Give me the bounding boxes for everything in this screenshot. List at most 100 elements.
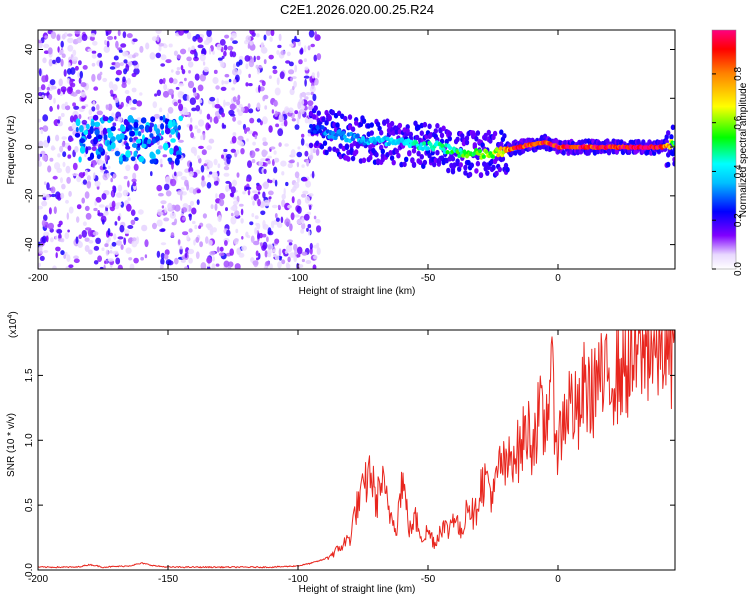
- spectrogram-speck: [315, 148, 320, 156]
- spectrogram-speck: [74, 65, 79, 71]
- spectrogram-speck: [297, 146, 301, 150]
- spectrogram-speck: [58, 78, 63, 87]
- spectrogram-speck: [163, 217, 170, 222]
- spectrogram-speck: [263, 266, 269, 269]
- spectrogram-x-axis: -200 -150 -100 -50 0: [28, 30, 561, 284]
- spectrogram-speck: [237, 69, 242, 75]
- spectrogram-speck: [256, 102, 261, 111]
- spectrogram-speck: [248, 108, 254, 114]
- spectrogram-speck: [164, 127, 171, 135]
- spectrogram-speck: [148, 122, 155, 128]
- spectrogram-halo: [455, 136, 460, 143]
- spectrogram-speck: [97, 255, 102, 262]
- spectrogram-speck: [92, 40, 98, 46]
- spectrogram-speck: [240, 148, 245, 155]
- spectrogram-speck: [301, 217, 305, 225]
- spectrogram-halo: [672, 156, 675, 163]
- spectrogram-speck: [55, 246, 61, 252]
- spectrogram-speck: [175, 86, 180, 90]
- spectrogram-speck: [306, 227, 309, 232]
- spectrogram-speck: [258, 84, 261, 93]
- spectrogram-speck: [84, 191, 90, 199]
- spectrogram-speck: [60, 250, 65, 256]
- spectrogram-speck: [89, 126, 94, 134]
- spectrogram-speck: [117, 236, 124, 240]
- spectrogram-speck: [230, 212, 234, 217]
- spectrogram-speck: [239, 141, 245, 147]
- spectrogram-speck: [126, 77, 131, 85]
- spectrogram-speck: [39, 255, 45, 261]
- spectrogram-speck: [85, 212, 92, 220]
- spectrogram-speck: [105, 104, 109, 110]
- spectrogram-peak: [457, 153, 462, 159]
- spectrogram-speck: [303, 58, 307, 63]
- spectrogram-speck: [269, 146, 276, 150]
- spectrogram-speck: [80, 82, 87, 88]
- spectrogram-speck: [272, 65, 277, 70]
- spectrogram-speck: [213, 158, 218, 166]
- spectrogram-speck: [303, 213, 310, 221]
- spectrogram-y-label: Frequency (Hz): [6, 116, 17, 185]
- spectrogram-speck: [130, 219, 136, 225]
- spectrogram-speck: [178, 83, 185, 87]
- spectrogram-speck: [187, 80, 195, 89]
- spectrogram-halo: [330, 109, 335, 116]
- spectrogram-speck: [278, 114, 285, 123]
- spectrogram-speck: [202, 213, 207, 219]
- spectrogram-speck: [206, 256, 213, 264]
- spectrogram-halo: [418, 159, 423, 166]
- spectrogram-speck: [301, 133, 305, 138]
- spectrogram-speck: [255, 64, 259, 69]
- spectrogram-speck: [87, 228, 93, 237]
- spectrogram-halo: [435, 149, 440, 156]
- spectrogram-speck: [162, 142, 169, 151]
- spectrogram-speck: [294, 171, 300, 179]
- spectrogram-x-tick-label: -150: [158, 273, 178, 284]
- spectrogram-halo: [350, 155, 356, 162]
- spectrogram-halo: [475, 130, 481, 136]
- spectrogram-speck: [109, 244, 113, 250]
- spectrogram-speck: [125, 247, 132, 254]
- spectrogram-speck: [198, 225, 202, 230]
- spectrogram-speck: [155, 30, 162, 34]
- spectrogram-speck: [212, 256, 215, 262]
- spectrogram-speck: [247, 160, 252, 169]
- spectrogram-speck: [101, 219, 105, 225]
- spectrogram-speck: [57, 153, 61, 158]
- spectrogram-speck: [96, 154, 101, 160]
- spectrogram-speck: [118, 156, 123, 162]
- spectrogram-speck: [172, 119, 176, 127]
- spectrogram-speck: [98, 159, 103, 165]
- spectrogram-speck: [275, 123, 280, 128]
- spectrogram-speck: [103, 45, 111, 53]
- spectrogram-speck: [245, 186, 252, 190]
- spectrogram-speck: [38, 44, 43, 49]
- spectrogram-speck: [66, 176, 71, 184]
- spectrogram-speck: [215, 193, 218, 199]
- spectrogram-speck: [132, 172, 137, 180]
- spectrogram-speck: [296, 176, 300, 183]
- spectrogram-speck: [112, 173, 117, 179]
- spectrogram-speck: [193, 148, 198, 157]
- spectrogram-speck: [290, 77, 293, 82]
- spectrogram-speck: [238, 203, 244, 207]
- spectrogram-speck: [285, 181, 289, 187]
- spectrogram-speck: [200, 135, 204, 141]
- spectrogram-speck: [249, 117, 255, 124]
- spectrogram-halo: [433, 128, 438, 134]
- spectrogram-halo: [346, 156, 351, 162]
- spectrogram-speck: [46, 182, 50, 191]
- spectrogram-speck: [117, 30, 121, 37]
- spectrogram-speck: [38, 205, 43, 210]
- spectrogram-speck: [91, 53, 97, 59]
- spectrogram-halo: [394, 129, 399, 135]
- spectrogram-speck: [199, 241, 204, 248]
- spectrogram-speck: [76, 176, 82, 183]
- spectrogram-speck: [250, 235, 255, 243]
- spectrogram-speck: [199, 109, 203, 115]
- spectrogram-speck: [71, 92, 78, 97]
- spectrogram-speck: [288, 242, 293, 246]
- spectrogram-speck: [286, 244, 293, 253]
- spectrogram-speck: [184, 179, 189, 187]
- spectrogram-halo: [502, 133, 507, 139]
